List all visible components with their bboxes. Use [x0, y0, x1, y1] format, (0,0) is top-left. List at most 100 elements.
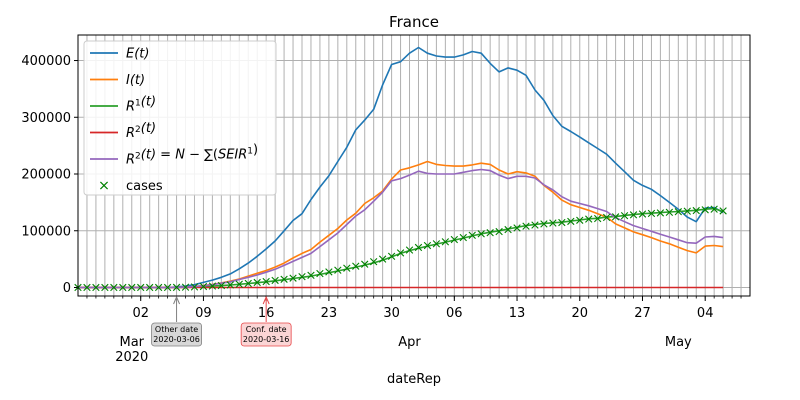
annotation-label: Conf. date	[246, 325, 287, 334]
annotation-box	[240, 322, 292, 347]
case-marker	[468, 231, 476, 239]
case-marker	[531, 221, 539, 229]
case-marker	[280, 275, 288, 283]
case-marker	[459, 233, 467, 242]
x-tick-label: 02	[132, 306, 149, 321]
y-tick-label: 300000	[21, 111, 71, 126]
x-month-label: Mar	[119, 335, 144, 350]
annotation-box	[151, 322, 202, 347]
case-marker	[558, 218, 566, 227]
case-marker	[190, 283, 199, 291]
case-marker	[289, 274, 297, 282]
case-marker	[343, 264, 351, 272]
case-marker	[405, 246, 414, 254]
case-marker	[101, 283, 109, 292]
case-marker	[352, 262, 360, 270]
case-marker	[477, 230, 485, 238]
x-tick-label: 23	[321, 306, 338, 321]
legend-box	[83, 40, 277, 196]
plot-frame	[77, 34, 751, 297]
case-marker	[369, 257, 378, 266]
case-marker	[450, 235, 459, 244]
case-marker	[441, 238, 450, 246]
case-marker	[244, 279, 252, 288]
annotation-arrowhead	[262, 295, 270, 305]
case-marker	[217, 281, 226, 290]
case-marker	[576, 216, 584, 224]
case-marker	[522, 222, 530, 230]
case-marker	[262, 277, 270, 286]
case-marker	[387, 252, 396, 260]
case-marker	[593, 214, 602, 223]
case-marker	[683, 207, 691, 215]
case-marker	[540, 220, 548, 228]
case-marker	[414, 243, 423, 252]
case-marker	[235, 280, 243, 288]
case-marker	[629, 211, 638, 219]
case-marker	[145, 283, 154, 292]
y-tick-label: 200000	[21, 168, 71, 183]
case-marker	[423, 241, 432, 250]
legend-entry: E(t)	[126, 47, 149, 62]
case-marker	[119, 283, 127, 292]
x-axis-title: dateRep	[387, 372, 441, 387]
case-marker	[208, 282, 217, 290]
case-marker	[504, 225, 512, 234]
legend-entry: R2(t)	[126, 121, 156, 141]
case-marker	[378, 255, 387, 263]
case-marker	[271, 276, 279, 285]
y-tick-label: 100000	[21, 224, 71, 239]
case-marker	[719, 207, 727, 215]
case-marker	[163, 283, 172, 292]
case-marker	[307, 271, 315, 279]
series-layer	[74, 46, 727, 292]
x-tick-label: 20	[571, 306, 588, 321]
case-marker	[253, 278, 261, 287]
case-marker	[226, 281, 235, 289]
annotation-date: 2020-03-06	[153, 335, 200, 344]
annotation-date: 2020-03-16	[243, 335, 290, 344]
chart-title: France	[389, 13, 439, 31]
series-line	[78, 46, 724, 289]
legend: E(t) I(t) R1(t) R2(t)R2(t) = N − ∑(SEIR1) ca…	[83, 40, 277, 196]
y-tick-label: 400000	[21, 54, 71, 69]
case-marker	[674, 208, 683, 216]
case-marker	[432, 240, 441, 248]
legend-entry: R1(t)	[126, 95, 156, 115]
x-tick-label: 09	[195, 306, 212, 321]
case-marker	[656, 209, 665, 217]
case-marker	[199, 282, 208, 291]
case-marker	[701, 206, 709, 214]
case-marker	[665, 208, 674, 216]
case-marker	[298, 273, 306, 281]
case-marker	[710, 205, 718, 213]
x-tick-label: 27	[634, 306, 651, 321]
legend-entry: I(t)	[126, 73, 145, 88]
case-marker	[92, 283, 100, 292]
case-marker	[495, 227, 503, 236]
case-marker	[128, 283, 136, 292]
case-marker	[110, 283, 118, 292]
x-month-label: May	[665, 335, 692, 350]
case-marker	[602, 213, 611, 222]
case-marker	[154, 283, 163, 292]
case-marker	[585, 215, 593, 223]
case-marker	[361, 260, 369, 268]
case-marker	[334, 266, 342, 274]
case-marker	[513, 224, 521, 232]
case-marker	[620, 212, 629, 220]
x-tick-label: 04	[697, 306, 714, 321]
case-marker	[611, 213, 620, 221]
x-tick-label: 30	[383, 306, 400, 321]
legend-entry: cases	[126, 179, 163, 194]
annotation-label: Other date	[155, 325, 198, 334]
x-year-label: 2020	[115, 350, 148, 365]
case-marker	[549, 219, 557, 227]
x-tick-label: 13	[509, 306, 526, 321]
case-marker	[316, 269, 324, 278]
y-tick-layer: 0 100000 200000 300000 400000	[21, 54, 78, 296]
x-month-label: Apr	[398, 335, 421, 350]
